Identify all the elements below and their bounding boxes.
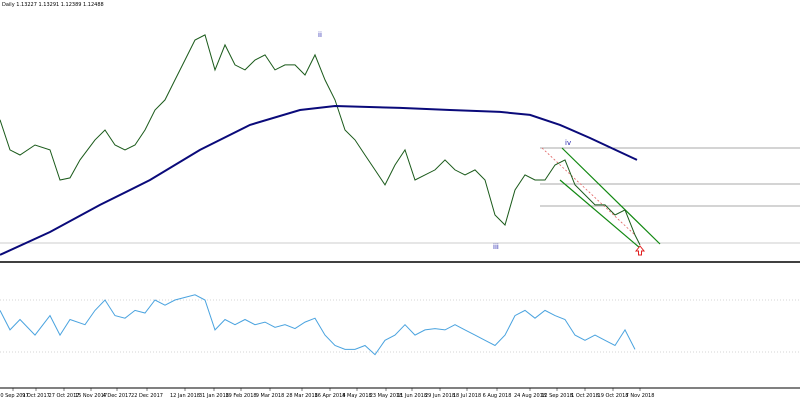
fib-levels <box>540 147 800 207</box>
x-tick-label: 16 Apr 2018 <box>315 393 346 399</box>
x-tick-label: 19 Feb 2018 <box>225 393 256 399</box>
fib-trend <box>541 147 636 236</box>
x-tick-label: 7 Nov 2018 <box>626 393 655 399</box>
wave-label: ii <box>318 31 322 39</box>
x-tick-label: 4 May 2018 <box>342 393 371 399</box>
header: Daily 1.13227 1.13291 1.12389 1.12488 <box>2 2 104 8</box>
x-tick-label: 4 Dec 2017 <box>103 393 132 399</box>
x-tick-label: 12 Sep 2018 <box>541 393 573 399</box>
x-tick-label: 31 Jan 2018 <box>199 393 229 399</box>
x-tick-label: 20 Sep 2017 <box>0 393 29 399</box>
x-tick-label: 11 Jun 2018 <box>397 393 427 399</box>
x-tick-label: 15 Nov 2017 <box>75 393 107 399</box>
x-tick-label: 29 Jun 2018 <box>425 393 455 399</box>
series-line <box>0 294 636 356</box>
x-tick-label: 28 Mar 2018 <box>286 393 318 399</box>
x-tick-label: 1 Oct 2018 <box>571 393 599 399</box>
x-tick-label: 27 Oct 2017 <box>49 393 80 399</box>
arrow-icon <box>634 245 646 256</box>
x-tick-label: 12 Jan 2018 <box>170 393 200 399</box>
x-tick-label: 24 Aug 2018 <box>514 393 546 399</box>
series-line <box>0 104 638 256</box>
wave-label: iii <box>493 243 499 251</box>
x-tick-label: 22 Dec 2017 <box>131 393 163 399</box>
x-tick-label: 19 Oct 2018 <box>598 393 629 399</box>
x-tick-label: 6 Aug 2018 <box>483 393 512 399</box>
x-tick-label: 9 Mar 2018 <box>256 393 285 399</box>
x-tick-label: 18 Jul 2018 <box>453 393 481 399</box>
x-tick-label: 23 May 2018 <box>370 393 403 399</box>
x-tick-label: 9 Oct 2017 <box>22 393 50 399</box>
wave-label: iv <box>565 139 571 147</box>
channel-line <box>561 147 661 245</box>
series-line <box>0 34 641 246</box>
channel-line <box>559 179 641 249</box>
